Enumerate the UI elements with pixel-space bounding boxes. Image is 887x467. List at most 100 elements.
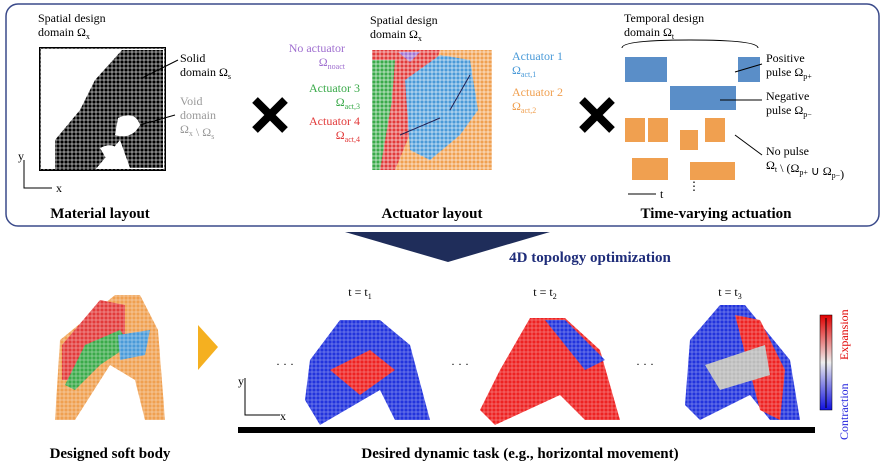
axis-label: x — [280, 409, 286, 423]
label: Positive — [766, 51, 805, 65]
label: Ωt \ (Ωp+ ∪ Ωp−) — [766, 158, 844, 181]
label-subscript: 3 — [738, 292, 742, 301]
label-text: \ Ω — [193, 125, 211, 139]
material-layout-image — [24, 48, 178, 188]
label-text: t = t — [348, 285, 368, 299]
label-text: Actuator 2 — [512, 85, 563, 99]
label: domain Ωt — [624, 25, 675, 41]
label: Temporal design — [624, 11, 704, 25]
label: Actuator 2 — [512, 85, 563, 99]
label: Solid — [180, 51, 205, 65]
label-subscript: noact — [328, 62, 346, 71]
label-subscript: s — [211, 132, 214, 141]
label-subscript: act,1 — [521, 70, 536, 79]
label: domain Ωs — [180, 65, 231, 81]
label-text: domain — [180, 108, 216, 122]
label-text: ∪ Ω — [808, 164, 832, 178]
label-text: Ω — [336, 128, 345, 142]
label-subscript: 1 — [368, 292, 372, 301]
ellipsis: · · · — [451, 357, 469, 371]
time-label: t = t3 — [718, 285, 741, 301]
label-text: Spatial design — [370, 13, 438, 27]
label-text: No pulse — [766, 144, 809, 158]
label: pulse Ωp+ — [766, 65, 812, 81]
label-text: Negative — [766, 89, 809, 103]
label: Spatial design — [370, 13, 438, 27]
label: Actuator 4 — [309, 114, 360, 128]
label-subscript: act,2 — [521, 106, 536, 115]
caption: Actuator layout — [382, 206, 483, 222]
label: Ωact,3 — [336, 95, 360, 111]
label: No pulse — [766, 144, 809, 158]
label-text: Ω — [512, 63, 521, 77]
label-text: Ω — [180, 122, 189, 136]
label-text: \ (Ω — [777, 161, 799, 175]
task-frames — [245, 300, 820, 425]
label-text: t = t — [533, 285, 553, 299]
label-text: pulse Ω — [766, 103, 803, 117]
label-text: Ω — [512, 99, 521, 113]
soft-body-image — [55, 295, 165, 425]
label-text: domain Ω — [370, 27, 418, 41]
label: Ωx \ Ωs — [180, 122, 214, 141]
label-subscript: act,4 — [345, 135, 360, 144]
label-subscript: 2 — [553, 292, 557, 301]
label-text: Temporal design — [624, 11, 704, 25]
label-text: pulse Ω — [766, 65, 803, 79]
axis-label: t — [660, 187, 664, 201]
label-subscript: act,3 — [345, 102, 360, 111]
figure: Spatial designdomain ΩxSoliddomain ΩsVoi… — [0, 0, 887, 467]
label: Ωact,2 — [512, 99, 536, 115]
label-subscript: x — [418, 34, 422, 43]
label: Negative — [766, 89, 809, 103]
label-text: Void — [180, 94, 202, 108]
caption: Designed soft body — [50, 446, 171, 462]
label-text: domain Ω — [180, 65, 228, 79]
time-label: t = t2 — [533, 285, 556, 301]
label: Ωact,4 — [336, 128, 360, 144]
label-text: domain Ω — [38, 25, 86, 39]
colorbar-label: Expansion — [837, 309, 851, 360]
time-label: t = t1 — [348, 285, 371, 301]
label-text: Positive — [766, 51, 805, 65]
label: Actuator 3 — [309, 81, 360, 95]
axis-label: x — [56, 181, 62, 195]
label: Actuator 1 — [512, 49, 563, 63]
label: domain Ωx — [38, 25, 90, 41]
caption: Material layout — [50, 206, 150, 222]
label: Spatial design — [38, 11, 106, 25]
axis-label: y — [18, 149, 24, 163]
label-text: Actuator 3 — [309, 81, 360, 95]
multiply-icon — [582, 100, 612, 130]
label: domain Ωx — [370, 27, 422, 43]
caption: Desired dynamic task (e.g., horizontal m… — [361, 446, 678, 462]
arrow-label: 4D topology optimization — [509, 250, 671, 266]
label-subscript: p+ — [803, 72, 812, 81]
label: Void — [180, 94, 202, 108]
multiply-icon — [255, 100, 285, 130]
label-text: Spatial design — [38, 11, 106, 25]
ellipsis: · · · — [276, 357, 294, 371]
label: pulse Ωp− — [766, 103, 812, 119]
chevron — [198, 325, 218, 370]
temporal-image — [622, 40, 762, 194]
label-text: Ω — [766, 158, 775, 172]
caption: Time-varying actuation — [641, 206, 793, 222]
axis-label: y — [238, 374, 244, 388]
colorbar-label: Contraction — [837, 383, 851, 440]
label-text: t = t — [718, 285, 738, 299]
label-subscript: x — [86, 32, 90, 41]
label-subscript: p− — [803, 110, 812, 119]
label: Ωnoact — [319, 55, 346, 71]
label-text: Solid — [180, 51, 205, 65]
label-text: ) — [840, 167, 844, 181]
ellipsis: ⋮ — [688, 179, 700, 193]
label: No actuator — [289, 41, 345, 55]
label: domain — [180, 108, 216, 122]
label-text: domain Ω — [624, 25, 672, 39]
label-text: Actuator 1 — [512, 49, 563, 63]
ellipsis: · · · — [636, 357, 654, 371]
label-text: Actuator 4 — [309, 114, 360, 128]
label-text: No actuator — [289, 41, 345, 55]
label: Ωact,1 — [512, 63, 536, 79]
